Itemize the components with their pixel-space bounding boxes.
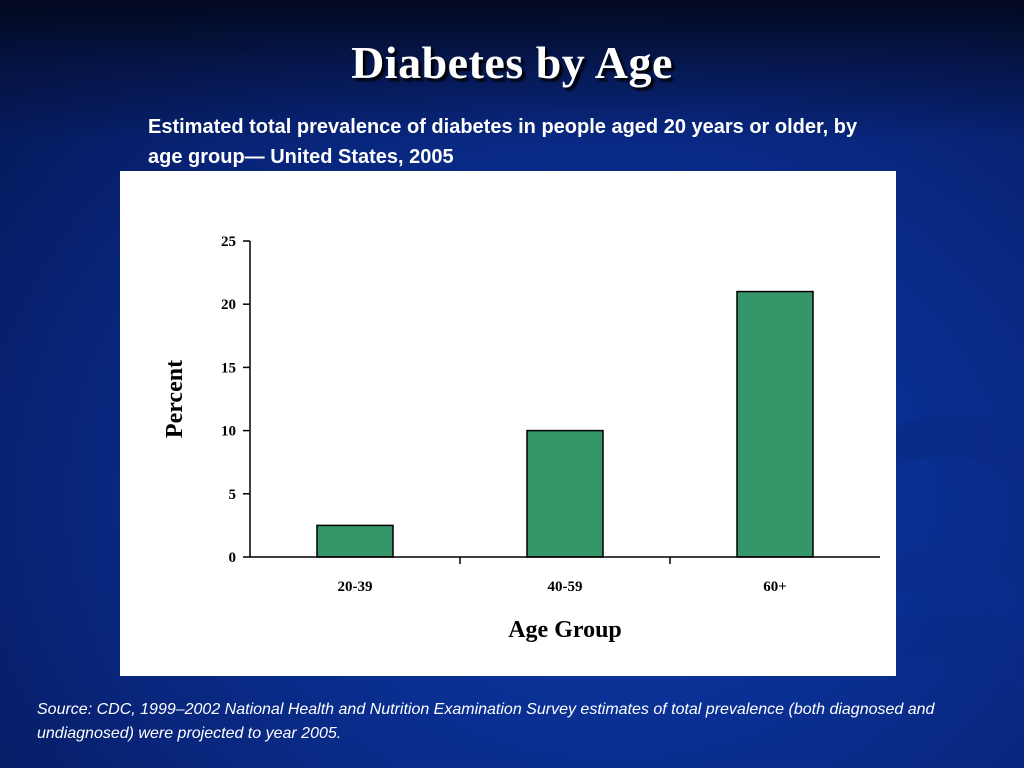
bar-20-39 bbox=[316, 524, 394, 558]
chart-subtitle: Estimated total prevalence of diabetes i… bbox=[148, 116, 858, 168]
bars-group bbox=[316, 290, 814, 558]
x-tick-label: 60+ bbox=[763, 579, 787, 595]
bar-40-59 bbox=[526, 429, 604, 558]
y-axis-ticks: 0 5 10 15 20 25 bbox=[221, 234, 250, 566]
x-axis-title: Age Group bbox=[508, 617, 622, 643]
bar-60+ bbox=[736, 290, 814, 558]
background-top-fade bbox=[0, 0, 1024, 140]
y-tick-label: 10 bbox=[221, 424, 236, 440]
y-tick-label: 5 bbox=[229, 487, 237, 503]
y-tick-label: 25 bbox=[221, 234, 236, 250]
source-note: Source: CDC, 1999–2002 National Health a… bbox=[37, 701, 935, 742]
bar-chart: 0 5 10 15 20 25 20-39 40-59 60+ Percent Age Gro… bbox=[162, 234, 880, 643]
chart-panel: 0 5 10 15 20 25 20-39 40-59 60+ Percent Age Gro… bbox=[120, 171, 896, 676]
y-tick-label: 15 bbox=[221, 360, 236, 376]
y-axis-title: Percent bbox=[162, 360, 188, 438]
x-axis-ticks: 20-39 40-59 60+ bbox=[338, 557, 787, 595]
slide-title: Diabetes by Age bbox=[351, 37, 673, 88]
y-tick-label: 20 bbox=[221, 297, 236, 313]
y-tick-label: 0 bbox=[229, 550, 237, 566]
x-tick-label: 20-39 bbox=[338, 579, 373, 595]
x-tick-label: 40-59 bbox=[548, 579, 583, 595]
